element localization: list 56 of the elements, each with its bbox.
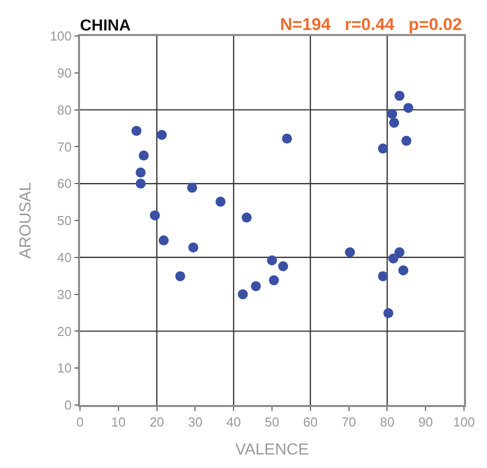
- x-tick-label: 70: [342, 414, 356, 430]
- point: [388, 254, 398, 264]
- point: [187, 182, 198, 193]
- point: [158, 235, 169, 246]
- x-tick-label: 10: [111, 414, 126, 430]
- point: [282, 134, 292, 144]
- y-tick-label: 10: [57, 360, 72, 376]
- x-axis-title: VALENCE: [235, 442, 309, 459]
- x-tick-label: 30: [188, 414, 202, 430]
- x-tick-label: 50: [264, 414, 280, 430]
- point: [150, 210, 160, 220]
- point: [156, 130, 167, 140]
- point: [344, 247, 355, 258]
- point: [175, 271, 186, 282]
- y-tick-label: 60: [57, 176, 72, 192]
- point: [401, 136, 412, 146]
- y-tick-label: 80: [57, 102, 72, 118]
- x-tick-label: 0: [76, 414, 84, 430]
- x-tick-label: 90: [418, 414, 433, 430]
- y-tick-label: 0: [64, 398, 72, 413]
- y-tick-label: 50: [57, 213, 72, 228]
- point: [268, 275, 279, 286]
- point: [131, 126, 142, 136]
- y-tick-label: 30: [57, 286, 72, 302]
- point: [394, 90, 404, 101]
- x-tick-label: 20: [150, 414, 164, 430]
- y-tick-label: 70: [57, 139, 72, 154]
- point: [398, 265, 408, 276]
- text: N=194 r=0.44 p=0.02: [280, 15, 462, 34]
- point: [403, 102, 414, 113]
- point: [378, 144, 388, 154]
- point: [378, 271, 388, 282]
- x-tick-label: 80: [380, 414, 394, 430]
- point: [389, 118, 400, 128]
- x-tick-label: 40: [226, 414, 241, 430]
- point: [238, 289, 248, 300]
- y-axis-title: AROUSAL: [17, 182, 34, 259]
- point: [383, 308, 394, 318]
- point: [394, 247, 404, 258]
- point: [242, 212, 252, 223]
- point: [278, 261, 288, 272]
- point: [216, 196, 226, 207]
- point: [136, 168, 146, 178]
- point: [387, 108, 398, 119]
- x-tick-label: 100: [453, 414, 475, 430]
- point: [138, 150, 149, 161]
- chart-title: CHINA: [80, 17, 132, 34]
- y-tick-label: 90: [57, 65, 72, 80]
- point: [267, 255, 277, 266]
- point: [136, 178, 146, 189]
- x-tick-label: 60: [303, 414, 318, 430]
- point: [250, 281, 261, 292]
- y-tick-label: 100: [50, 28, 72, 44]
- point: [188, 242, 198, 252]
- y-tick-label: 20: [57, 324, 72, 339]
- y-tick-label: 40: [57, 250, 72, 265]
